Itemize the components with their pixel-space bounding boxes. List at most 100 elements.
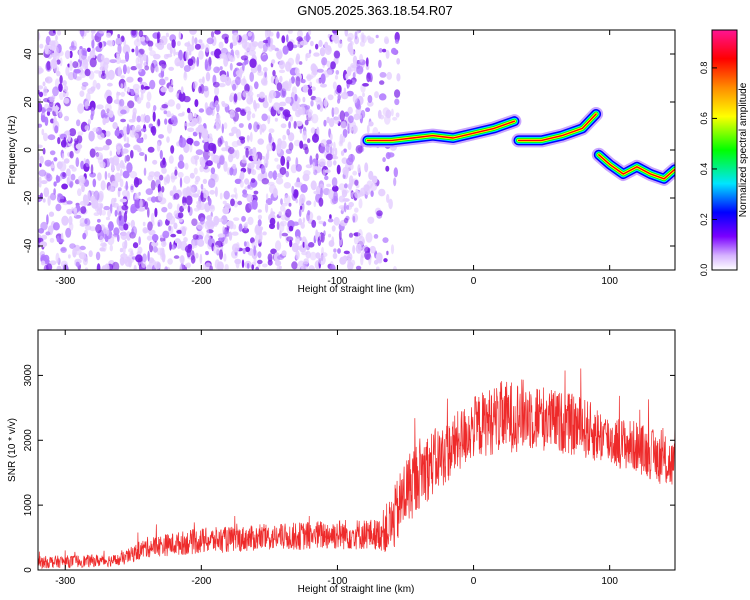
noise-speck	[210, 31, 215, 38]
noise-speck	[171, 115, 178, 125]
noise-speck	[104, 103, 112, 112]
noise-speck	[229, 62, 233, 71]
noise-speck	[244, 106, 251, 113]
noise-speck	[391, 47, 397, 55]
noise-speck	[343, 217, 349, 224]
noise-speck	[342, 198, 350, 202]
noise-speck	[325, 153, 334, 161]
noise-speck	[123, 143, 131, 148]
noise-speck	[164, 76, 169, 81]
noise-speck	[279, 101, 287, 107]
noise-speck	[53, 181, 57, 187]
noise-speck	[120, 118, 126, 123]
noise-speck	[352, 55, 358, 66]
noise-speck	[167, 225, 174, 234]
noise-speck	[161, 62, 167, 69]
noise-speck	[340, 91, 349, 100]
noise-speck	[366, 124, 370, 134]
noise-speck	[382, 107, 390, 117]
noise-speck	[304, 239, 308, 250]
noise-speck	[234, 258, 242, 265]
noise-speck	[355, 243, 362, 254]
noise-speck	[246, 96, 254, 105]
noise-speck	[219, 192, 223, 200]
noise-speck	[190, 255, 196, 264]
noise-speck	[283, 194, 291, 205]
noise-speck	[47, 195, 51, 206]
noise-speck	[97, 218, 101, 223]
noise-speck	[189, 30, 197, 35]
noise-speck	[90, 164, 94, 175]
noise-speck	[203, 263, 206, 270]
noise-speck	[302, 96, 306, 103]
noise-speck	[131, 226, 138, 237]
noise-speck	[353, 113, 360, 121]
noise-speck	[347, 37, 352, 42]
noise-speck	[302, 173, 310, 182]
noise-speck	[279, 230, 282, 239]
noise-speck	[240, 55, 249, 61]
noise-speck	[180, 86, 184, 94]
x-tick-label: -300	[55, 576, 75, 587]
noise-speck	[213, 222, 218, 227]
noise-speck	[162, 230, 170, 239]
noise-speck	[265, 153, 269, 164]
noise-speck	[38, 144, 43, 149]
noise-speck	[187, 243, 193, 250]
noise-speck	[45, 76, 53, 84]
noise-speck	[328, 188, 335, 200]
noise-speck	[81, 61, 89, 67]
noise-speck	[299, 140, 304, 149]
noise-speck	[252, 147, 257, 155]
noise-speck	[299, 193, 306, 204]
noise-speck	[199, 253, 203, 265]
noise-speck	[299, 205, 303, 210]
noise-speck	[268, 132, 272, 143]
noise-speck	[135, 45, 139, 57]
noise-speck	[102, 145, 110, 151]
noise-speck	[395, 112, 400, 118]
noise-speck	[144, 201, 149, 210]
noise-speck	[124, 51, 130, 62]
noise-speck	[152, 159, 158, 165]
noise-speck	[279, 167, 287, 175]
noise-speck	[109, 244, 114, 252]
noise-speck	[168, 66, 175, 71]
noise-speck	[351, 64, 358, 69]
noise-speck	[332, 185, 339, 192]
noise-speck	[131, 114, 136, 122]
x-tick-label: -100	[327, 576, 347, 587]
noise-speck	[117, 187, 122, 192]
noise-speck	[363, 184, 370, 192]
noise-speck	[171, 39, 176, 49]
noise-speck	[116, 145, 121, 155]
noise-speck	[208, 133, 213, 140]
noise-speck	[95, 224, 102, 234]
noise-speck	[347, 141, 352, 151]
noise-speck	[394, 31, 400, 43]
noise-speck	[229, 109, 236, 118]
noise-speck	[96, 82, 101, 90]
y-tick-label: -20	[23, 190, 34, 205]
noise-speck	[274, 117, 278, 122]
figure-title: GN05.2025.363.18.54.R07	[297, 3, 452, 18]
noise-speck	[295, 157, 299, 168]
noise-speck	[160, 252, 166, 261]
noise-speck	[38, 176, 42, 183]
noise-speck	[160, 159, 167, 169]
noise-speck	[229, 55, 234, 62]
noise-speck	[230, 194, 237, 198]
noise-speck	[131, 30, 137, 36]
noise-speck	[221, 215, 228, 225]
noise-speck	[100, 180, 106, 191]
noise-speck	[65, 91, 69, 97]
noise-speck	[349, 49, 355, 56]
noise-speck	[281, 35, 286, 44]
noise-speck	[298, 208, 302, 217]
noise-speck	[318, 220, 324, 225]
noise-speck	[196, 56, 200, 67]
noise-speck	[213, 125, 217, 129]
noise-speck	[265, 202, 269, 213]
noise-speck	[223, 253, 227, 262]
noise-speck	[369, 245, 376, 254]
